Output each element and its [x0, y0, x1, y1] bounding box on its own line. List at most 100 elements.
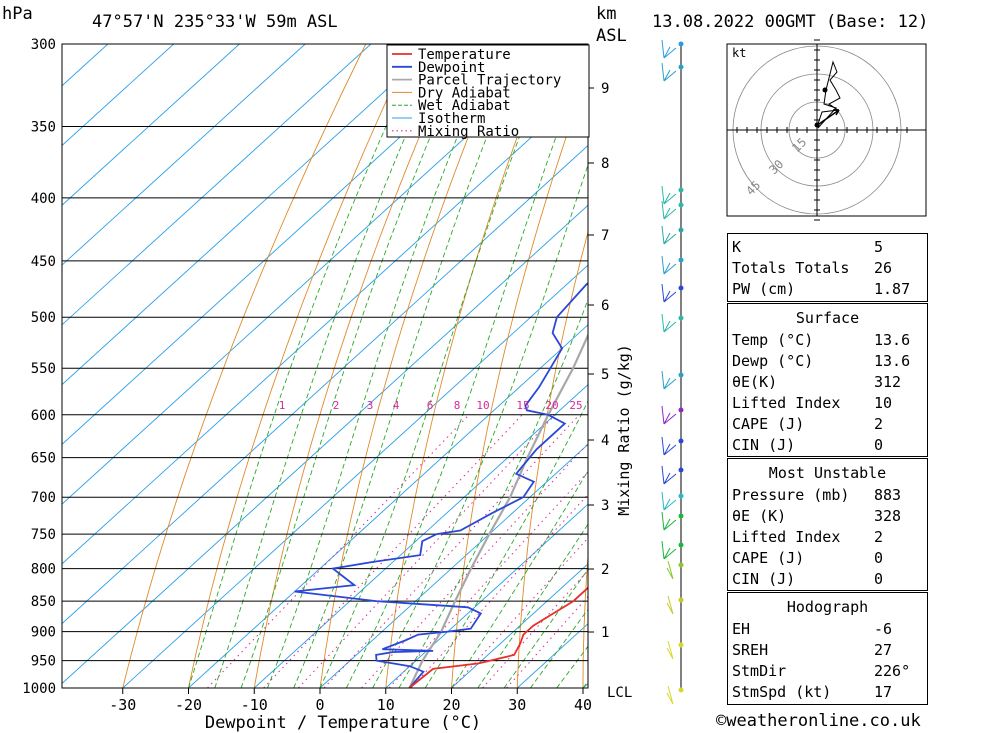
surface-row: Dewp (°C) 13.6: [732, 352, 923, 373]
x-axis-title: Dewpoint / Temperature (°C): [205, 713, 481, 733]
isotherm-line: [319, 443, 588, 688]
hodo-row: EH -6: [732, 620, 923, 641]
hodo-row: StmDir 226°: [732, 662, 923, 683]
index-label: PW (cm): [732, 280, 796, 298]
index-row: Totals Totals 26: [732, 259, 923, 280]
x-tick-label: 10: [377, 696, 395, 714]
dry-adiabat-line: [582, 550, 588, 688]
pressure-tick-label: 600: [31, 408, 56, 424]
wind-barb: [661, 62, 677, 82]
height-tick-label: 1: [601, 625, 609, 641]
isotherm-line: [62, 44, 372, 326]
mixing-ratio-label: 20: [545, 399, 558, 412]
wind-barb-dot: [678, 513, 684, 519]
wind-barb-dot: [678, 597, 684, 603]
mu-value: 0: [874, 570, 884, 588]
isotherm-line: [62, 85, 588, 565]
pressure-tick-label: 300: [31, 37, 56, 53]
mu-row: Pressure (mb) 883: [732, 486, 923, 507]
dry-adiabat-line: [648, 44, 739, 688]
hodo-label: SREH: [732, 641, 769, 659]
legend-box: [386, 44, 590, 138]
surface-title: Surface: [795, 309, 860, 327]
pressure-tick-label: 650: [31, 451, 56, 467]
wind-barb: [661, 39, 677, 59]
surface-value: 10: [874, 394, 893, 412]
height-tick-label: 7: [601, 228, 609, 244]
hodograph-stats-panel: Hodograph EH -6 SREH 27 StmDir 226° StmSpd …: [727, 592, 928, 705]
surface-label: Dewp (°C): [732, 352, 814, 370]
surface-row: θE(K) 312: [732, 373, 923, 394]
dry-adiabat-line: [122, 44, 367, 688]
legend-entry: Dry Adiabat: [418, 85, 511, 101]
mixing-ratio-line: [323, 414, 580, 688]
wind-barb-dot: [678, 257, 684, 263]
wind-barb: [661, 200, 677, 220]
height-tick-label: 5: [601, 367, 609, 383]
surface-value: 2: [874, 415, 884, 433]
isotherm-line: [62, 44, 569, 505]
dewpoint-line: [294, 282, 588, 688]
mixing-ratio-label: 1: [279, 399, 286, 412]
legend-entry: Isotherm: [418, 111, 485, 127]
pressure-tick-label: 950: [31, 654, 56, 670]
mixing-ratio-line: [410, 493, 588, 688]
mu-label: Pressure (mb): [732, 486, 850, 504]
mixing-ratio-axis-title: Mixing Ratio (g/kg): [615, 344, 633, 516]
isotherm-line: [62, 204, 588, 685]
mu-value: 328: [874, 507, 902, 525]
x-tick-label: 30: [508, 696, 526, 714]
temperature-line: [408, 586, 588, 688]
legend-entry: Dewpoint: [418, 60, 485, 76]
x-tick-label: 20: [442, 696, 460, 714]
height-tick-label: 2: [601, 562, 609, 578]
hodo-value: 27: [874, 641, 893, 659]
pressure-tick-label: 900: [31, 625, 56, 641]
wind-barb: [661, 185, 677, 205]
index-value: 26: [874, 259, 893, 277]
mu-label: Lifted Index: [732, 528, 841, 546]
hodograph-marker: [814, 122, 820, 128]
mu-value: 2: [874, 528, 884, 546]
mixing-ratio-label: 10: [476, 399, 489, 412]
isotherm-line: [253, 384, 588, 688]
hodo-label: StmSpd (kt): [732, 683, 832, 701]
legend-entry: Mixing Ratio: [418, 124, 519, 140]
surface-row: CAPE (J) 2: [732, 415, 923, 436]
height-tick-label: 8: [601, 156, 609, 172]
wind-barb-dot: [678, 187, 684, 193]
wind-barb: [661, 225, 677, 245]
dry-adiabat-line: [319, 44, 507, 688]
wet-adiabat-line: [240, 44, 471, 688]
wind-barb-dot: [678, 315, 684, 321]
axes: 3003504004505005506006507007508008509009…: [22, 37, 633, 733]
x-tick-label: -30: [109, 696, 136, 714]
surface-label: Lifted Index: [732, 394, 841, 412]
x-tick-label: 40: [574, 696, 592, 714]
credit-link[interactable]: ©weatheronline.co.uk: [716, 711, 921, 731]
mixing-ratio-label: 2: [333, 399, 340, 412]
pressure-tick-label: 700: [31, 490, 56, 506]
dry-adiabat-line: [944, 44, 978, 688]
height-tick-label: 9: [601, 81, 609, 97]
wet-adiabat-line: [424, 400, 588, 688]
mu-value: 883: [874, 486, 902, 504]
legend-entry: Wet Adiabat: [418, 98, 511, 114]
most-unstable-title: Most Unstable: [768, 464, 887, 482]
hodo-value: 17: [874, 683, 893, 701]
surface-label: CIN (J): [732, 436, 796, 454]
hodo-row: StmSpd (kt) 17: [732, 683, 923, 704]
wet-adiabat-line: [398, 298, 588, 688]
wind-barb-dot: [678, 493, 684, 499]
pressure-tick-label: 1000: [22, 681, 56, 697]
wet-adiabat-line: [477, 523, 588, 688]
wind-barb-dot: [678, 562, 684, 568]
surface-panel: Surface Temp (°C) 13.6 Dewp (°C) 13.6 θE(K…: [727, 303, 928, 457]
x-tick-label: -10: [241, 696, 268, 714]
wind-barb: [661, 511, 677, 531]
height-tick-label: 6: [601, 298, 609, 314]
x-tick-label: 0: [315, 696, 324, 714]
